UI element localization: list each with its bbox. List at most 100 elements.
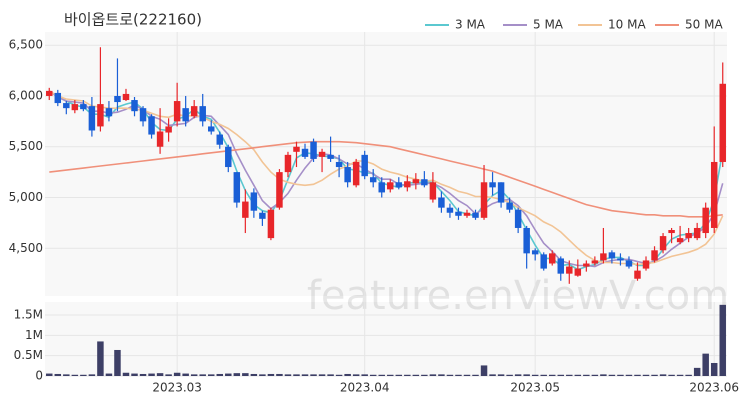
candle-body — [318, 151, 326, 157]
candle-body — [446, 207, 454, 213]
volume-bar — [651, 374, 658, 376]
candle-body — [301, 148, 309, 157]
volume-bar — [463, 374, 471, 376]
candle-body — [591, 260, 599, 264]
volume-bar — [557, 374, 565, 376]
volume-bar — [301, 374, 309, 376]
candle-body — [651, 250, 658, 261]
volume-bar — [702, 353, 709, 376]
volume-bar — [276, 373, 283, 376]
candle-body — [344, 167, 351, 183]
legend-label: 5 MA — [533, 18, 564, 32]
candle-body — [472, 212, 479, 218]
candle-body — [63, 103, 70, 109]
volume-bar — [199, 374, 206, 376]
volume-tick-label: 0 — [35, 369, 43, 383]
candle-body — [480, 182, 488, 218]
candle-body — [46, 90, 53, 96]
volume-bar — [421, 374, 428, 376]
volume-bar — [122, 372, 130, 376]
candle-body — [293, 146, 300, 152]
volume-bar — [207, 374, 215, 376]
volume-bar — [327, 374, 334, 376]
volume-bar — [284, 374, 292, 376]
volume-bar — [63, 374, 70, 376]
candle-body — [80, 104, 87, 110]
x-tick-label: 2023.03 — [152, 381, 202, 395]
volume-bar — [404, 374, 411, 376]
volume-bar — [225, 373, 232, 376]
candle-body — [54, 92, 62, 104]
candle-body — [497, 182, 505, 203]
candle-body — [668, 230, 675, 234]
volume-bar — [710, 362, 718, 376]
volume-bar — [105, 373, 113, 376]
candle-body — [276, 172, 283, 208]
volume-bar — [523, 374, 530, 376]
candle-body — [617, 258, 624, 261]
volume-bar — [378, 374, 385, 376]
candle-body — [438, 197, 445, 208]
volume-bar — [608, 374, 616, 376]
candle-body — [719, 83, 726, 162]
candle-body — [557, 258, 565, 274]
candle-body — [548, 253, 556, 264]
candle-body — [514, 209, 522, 228]
candle-body — [625, 260, 633, 267]
volume-tick-label: 0.5M — [14, 348, 43, 362]
volume-bar — [233, 373, 241, 376]
candle-body — [523, 227, 530, 254]
candle-body — [207, 126, 215, 132]
volume-bar — [412, 374, 420, 376]
volume-bar — [642, 374, 650, 376]
volume-tick-label: 1.5M — [14, 308, 43, 322]
candle-body — [97, 104, 104, 127]
candle-body — [148, 116, 155, 135]
candle-body — [642, 260, 650, 269]
volume-bar — [114, 349, 121, 376]
volume-bar — [668, 374, 675, 376]
y-tick-label: 5,500 — [9, 139, 43, 153]
volume-bar — [514, 374, 522, 376]
volume-tick-label: 1M — [25, 328, 43, 342]
candle-body — [421, 179, 428, 186]
volume-bar — [719, 304, 726, 376]
candle-body — [199, 106, 206, 122]
candle-body — [225, 146, 232, 168]
ma-line — [49, 140, 723, 218]
volume-bar — [506, 374, 513, 376]
y-tick-label: 6,000 — [9, 88, 43, 102]
candle-body — [574, 268, 582, 276]
candle-body — [139, 108, 147, 122]
volume-bar — [259, 374, 266, 376]
volume-bar — [242, 373, 249, 376]
volume-bar — [676, 374, 684, 376]
candle-body — [335, 161, 343, 168]
candle-body — [105, 108, 113, 117]
candle-body — [463, 212, 471, 216]
volume-bar — [369, 374, 377, 376]
volume-bar — [600, 374, 607, 376]
candle-body — [659, 236, 667, 251]
candle-body — [506, 202, 513, 210]
volume-bar — [574, 374, 582, 376]
candle-body — [634, 270, 641, 279]
candle-body — [608, 252, 616, 259]
volume-bar — [335, 374, 343, 376]
volume-bar — [46, 373, 53, 376]
volume-bar — [190, 374, 198, 376]
volume-bar — [182, 373, 189, 376]
volume-bar — [310, 374, 317, 376]
volume-bar — [489, 374, 496, 376]
volume-bar — [293, 374, 300, 376]
volume-bar — [148, 373, 155, 376]
volume-bar — [131, 373, 138, 376]
candle-body — [395, 182, 403, 188]
candle-body — [233, 172, 241, 203]
candle-body — [250, 192, 258, 211]
y-tick-label: 5,000 — [9, 190, 43, 204]
y-tick-label: 4,500 — [9, 241, 43, 255]
candle-body — [361, 154, 368, 177]
legend-label: 3 MA — [455, 18, 486, 32]
